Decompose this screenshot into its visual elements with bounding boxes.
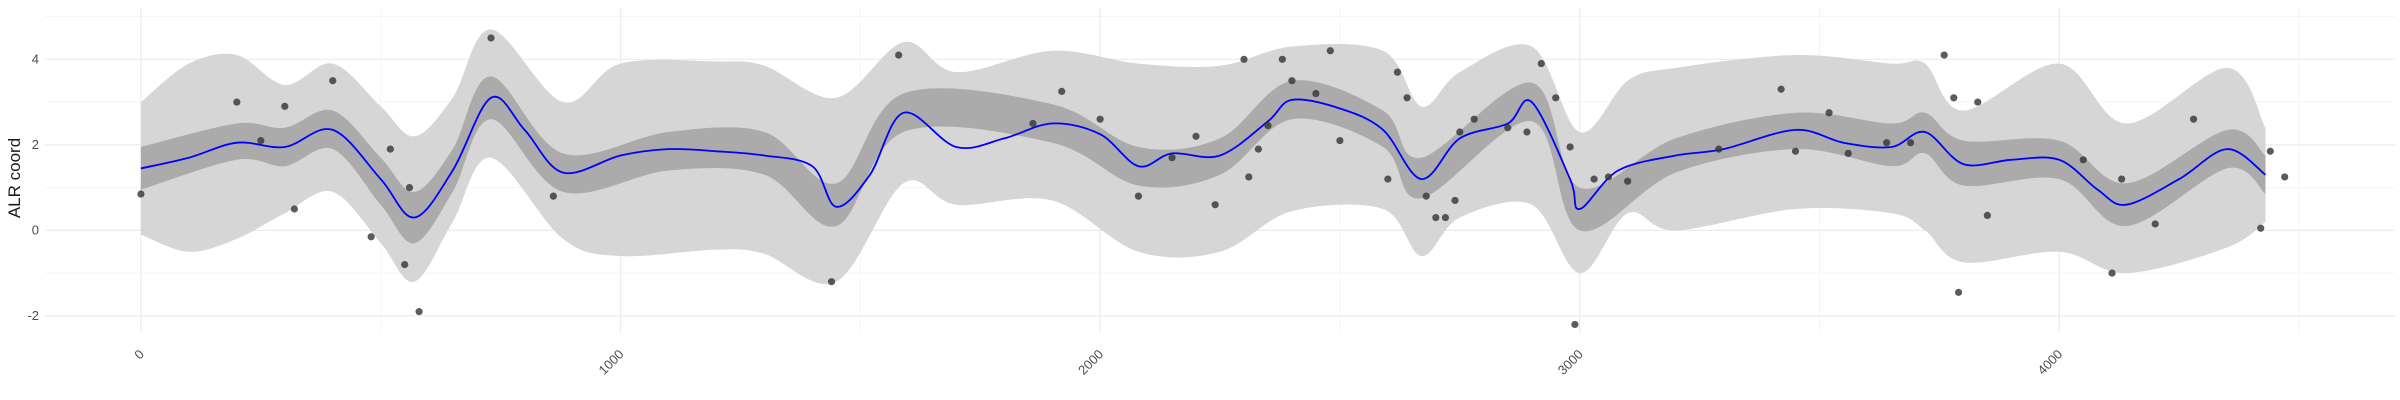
data-point [137, 190, 145, 198]
data-point [2151, 220, 2159, 228]
data-point [1254, 145, 1262, 153]
data-point [1940, 51, 1948, 59]
data-point [1590, 175, 1598, 183]
data-point [1096, 115, 1104, 123]
data-point [1504, 124, 1512, 132]
data-point [290, 205, 298, 213]
data-point [827, 278, 836, 286]
y-tick-label: -2 [27, 308, 39, 323]
data-point [2189, 115, 2198, 123]
data-point [367, 233, 375, 241]
data-point [1288, 77, 1296, 85]
data-point [1264, 121, 1272, 130]
data-point [329, 77, 337, 85]
data-point [386, 145, 394, 153]
data-point [1907, 139, 1915, 147]
data-point [281, 102, 289, 110]
data-point [1523, 128, 1531, 136]
data-point [549, 192, 557, 200]
data-points [137, 34, 2289, 329]
data-point [1844, 149, 1852, 157]
data-point [1883, 139, 1891, 147]
data-point [405, 184, 414, 192]
y-tick-label: 2 [32, 137, 39, 152]
data-point [1422, 192, 1430, 200]
data-point [1312, 89, 1320, 98]
data-point [1245, 173, 1253, 181]
y-axis-title: ALR coord [5, 138, 24, 218]
data-point [257, 136, 265, 145]
data-point [1825, 109, 1833, 117]
data-point [1470, 115, 1478, 123]
data-point [1954, 288, 1963, 296]
data-point [1278, 55, 1286, 63]
data-point [1168, 154, 1176, 162]
data-point [1211, 201, 1219, 209]
data-point [1456, 128, 1464, 136]
mean-line-layer [140, 95, 2267, 219]
data-point [1441, 213, 1450, 222]
data-point [2281, 173, 2289, 181]
x-tick-label: 4000 [2034, 347, 2065, 378]
data-point [1029, 119, 1037, 128]
data-point [1058, 87, 1066, 95]
data-point [1624, 177, 1632, 185]
data-point [1950, 94, 1958, 102]
data-point [1192, 132, 1200, 140]
data-point [1552, 94, 1560, 102]
x-tick-label: 3000 [1555, 347, 1586, 378]
data-point [2257, 224, 2265, 232]
x-tick-label: 1000 [596, 347, 627, 378]
data-point [1571, 320, 1579, 329]
mean-line [140, 95, 2267, 219]
data-point [1240, 55, 1248, 63]
data-point [2266, 147, 2274, 155]
data-point [2079, 156, 2087, 164]
data-point [1604, 173, 1613, 181]
data-point [1432, 213, 1440, 222]
data-point [1983, 211, 1991, 220]
y-tick-label: 0 [32, 222, 39, 237]
data-point [1393, 68, 1402, 76]
data-point [1566, 143, 1574, 151]
data-point [1134, 192, 1143, 200]
data-point [2118, 175, 2126, 183]
data-point [1791, 147, 1800, 155]
inner-band [140, 76, 2266, 244]
data-point [1451, 196, 1459, 205]
data-point [1336, 136, 1344, 145]
x-tick-label: 2000 [1075, 347, 1106, 378]
data-point [1326, 47, 1334, 55]
data-point [1384, 175, 1392, 183]
data-point [1403, 94, 1411, 102]
data-point [415, 308, 423, 316]
data-point [1777, 85, 1785, 93]
data-point [1715, 145, 1723, 153]
data-point [895, 51, 903, 59]
x-tick-label: 0 [131, 347, 147, 363]
data-point [1974, 98, 1982, 106]
data-point [1537, 59, 1545, 68]
data-point [233, 98, 241, 106]
data-point [2108, 269, 2116, 277]
x-axis-ticks: 0 1000 2000 3000 4000 [131, 347, 2065, 378]
data-point [401, 260, 409, 269]
y-axis-ticks: -2 0 2 4 [27, 51, 39, 323]
data-point [487, 34, 495, 42]
y-tick-label: 4 [32, 51, 39, 66]
